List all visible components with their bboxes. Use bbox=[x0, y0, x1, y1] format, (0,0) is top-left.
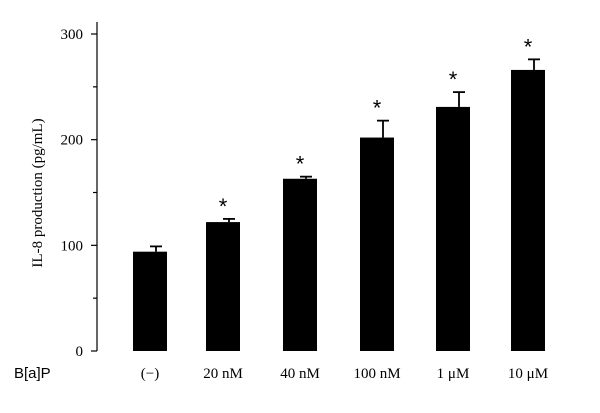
bar bbox=[436, 106, 470, 351]
bar bbox=[360, 137, 394, 351]
y-tick-label: 0 bbox=[76, 344, 84, 360]
y-axis-label: IL-8 production (pg/mL) bbox=[30, 118, 46, 267]
y-tick-label: 300 bbox=[61, 27, 84, 43]
x-tick-label: 1 μM bbox=[437, 366, 470, 382]
significance-marker: * bbox=[449, 67, 458, 92]
bar bbox=[511, 69, 545, 351]
x-axis-tick-labels: (−) 20 nM 40 nM 100 nM 1 μM 10 μM bbox=[141, 366, 548, 382]
significance-marker: * bbox=[219, 194, 228, 219]
y-axis-ticks: 0 100 200 300 bbox=[61, 27, 97, 360]
x-axis-row-label: B[a]P bbox=[14, 365, 51, 382]
bar bbox=[283, 178, 317, 351]
bar bbox=[133, 251, 167, 351]
significance-marker: * bbox=[524, 34, 533, 59]
y-tick-label: 200 bbox=[61, 133, 84, 149]
y-tick-label: 100 bbox=[61, 238, 84, 254]
x-tick-label: 10 μM bbox=[508, 366, 548, 382]
x-tick-label: (−) bbox=[141, 366, 159, 382]
bar bbox=[206, 222, 240, 351]
x-tick-label: 40 nM bbox=[280, 366, 320, 382]
significance-marker: * bbox=[296, 152, 305, 177]
bars: * * * * * bbox=[133, 34, 545, 351]
significance-marker: * bbox=[373, 96, 382, 121]
x-tick-label: 100 nM bbox=[353, 366, 400, 382]
x-tick-label: 20 nM bbox=[203, 366, 243, 382]
